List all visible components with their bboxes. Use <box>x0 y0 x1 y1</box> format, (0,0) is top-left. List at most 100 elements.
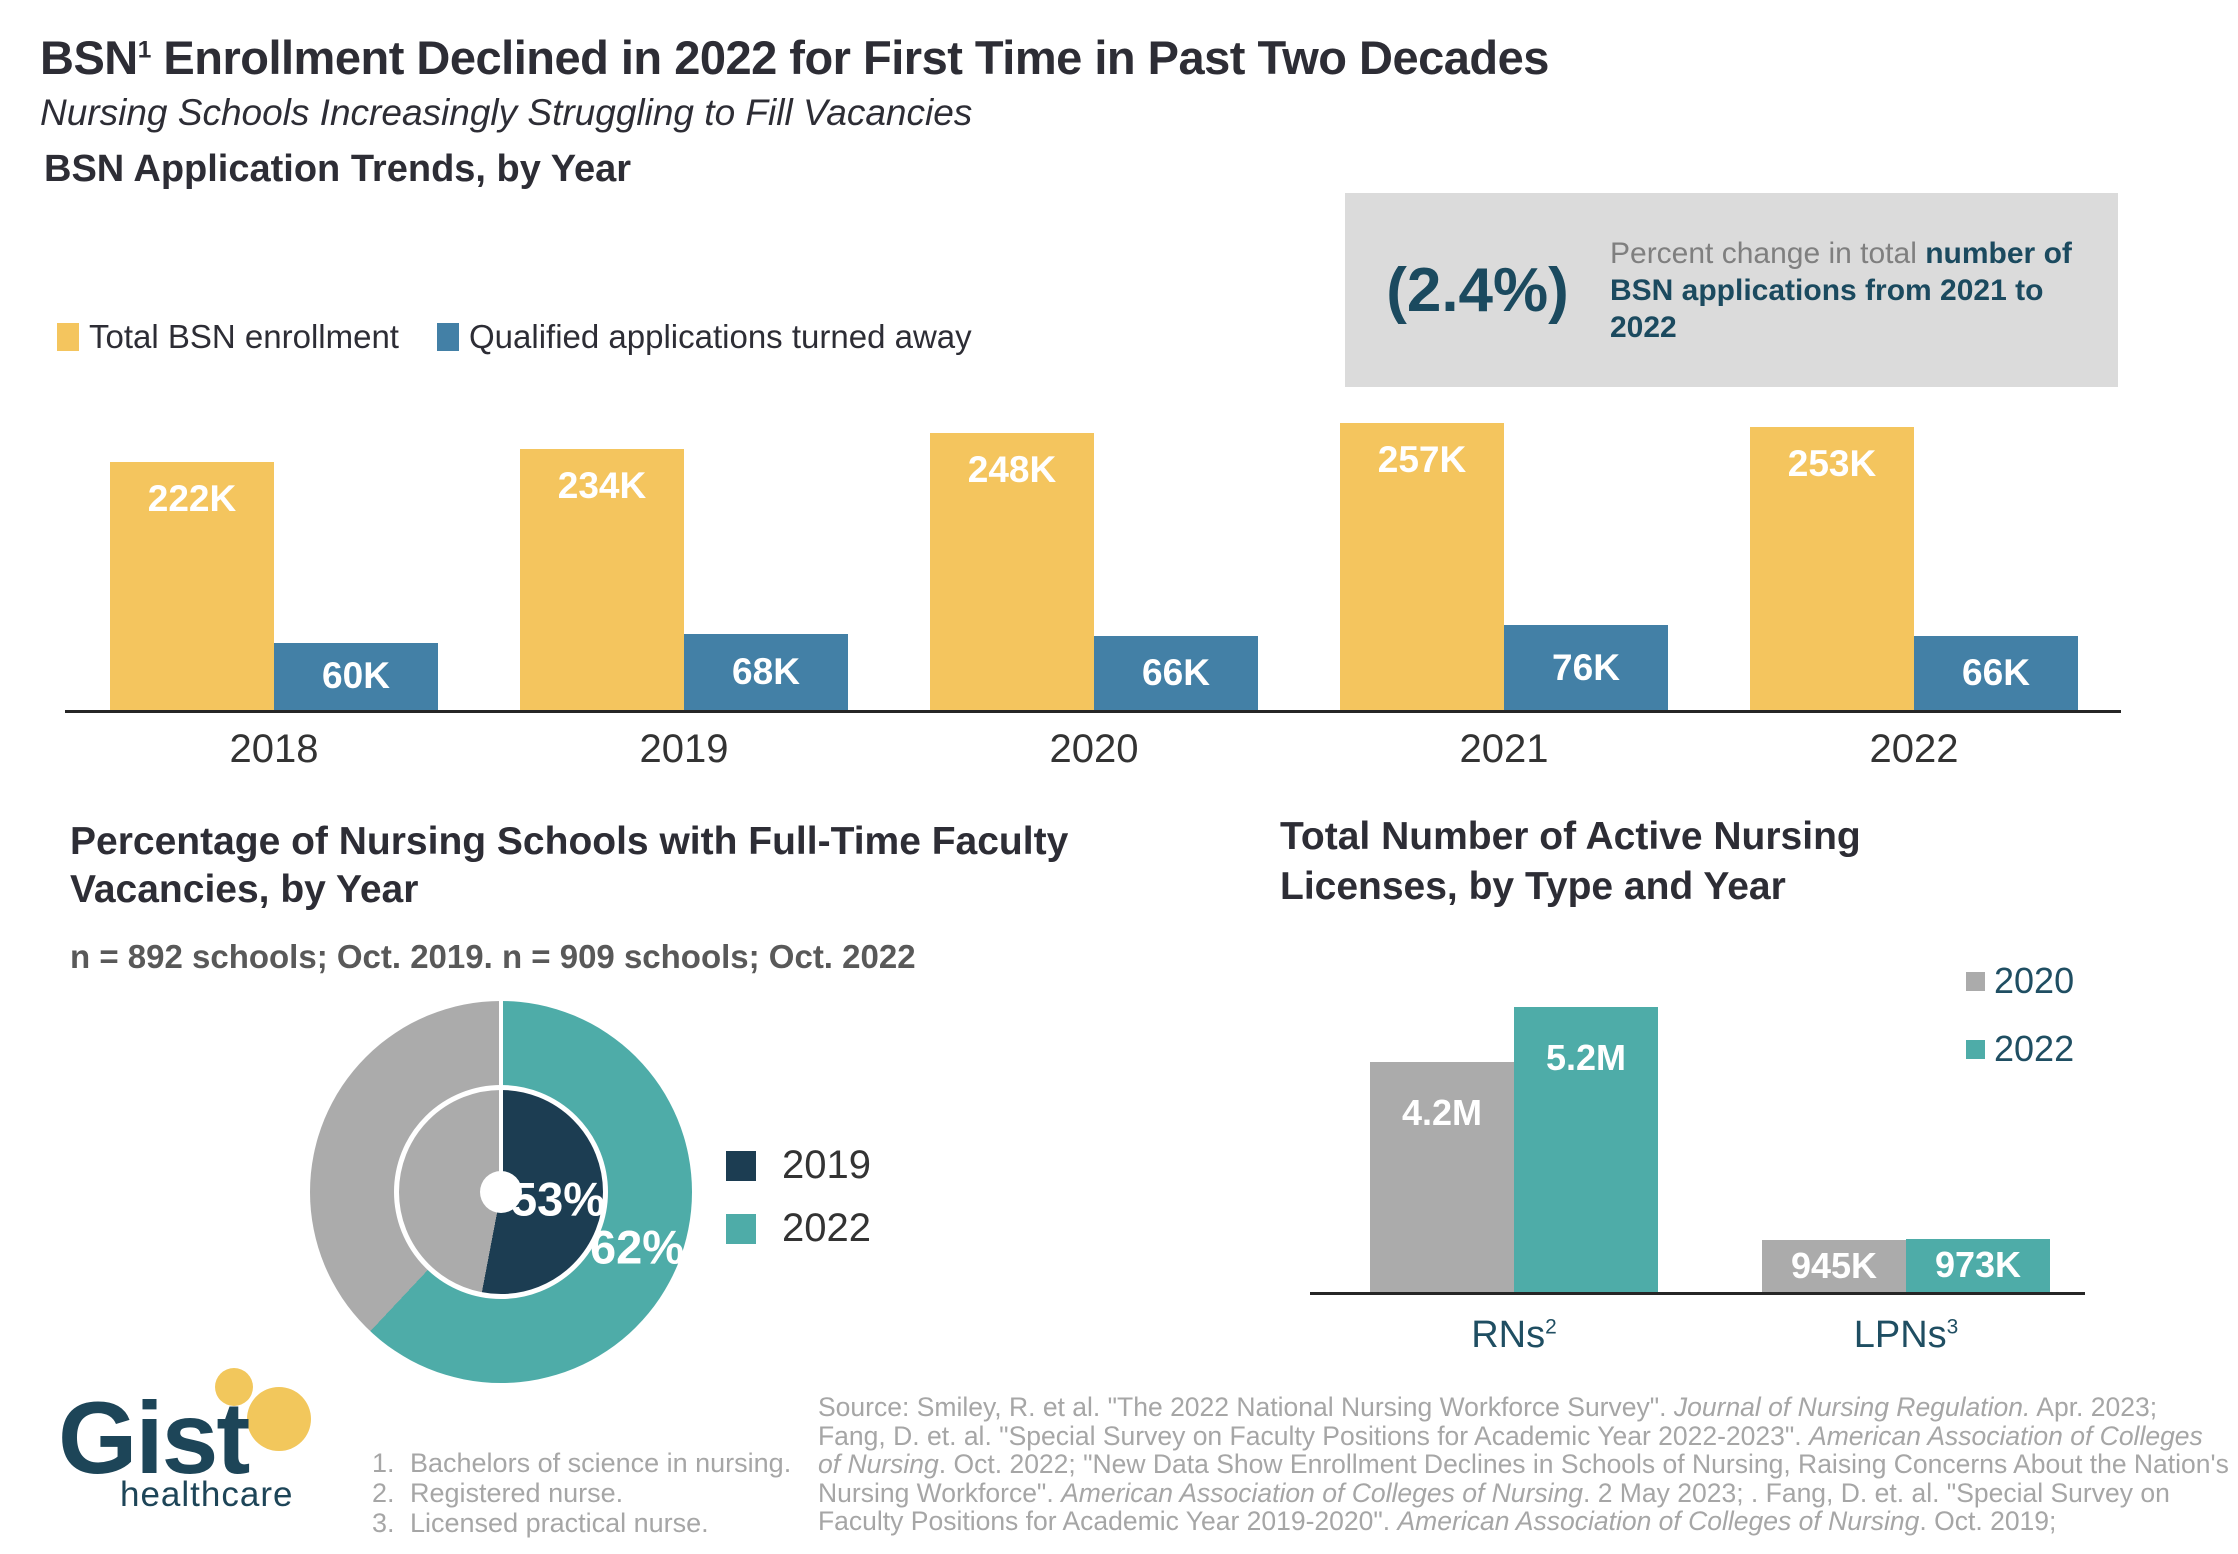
source-journal-name: American Association of Colleges of Nurs… <box>818 1420 2203 1479</box>
total-enrollment-swatch-icon <box>57 323 79 351</box>
page-title-rest: Enrollment Declined in 2022 for First Ti… <box>150 31 1549 84</box>
bar-value-label: 945K <box>1790 1245 1878 1287</box>
legend-label: Total BSN enrollment <box>89 318 399 355</box>
bar-value-label: 68K <box>732 651 800 693</box>
footnote-text: Bachelors of science in nursing. <box>410 1448 792 1478</box>
bar-2018-Total BSN enrollment: 222K <box>110 462 274 710</box>
bar-value-label: 234K <box>557 464 647 506</box>
category-label-2018: 2018 <box>229 727 319 771</box>
source-text: . Oct. 2022; "New Data Show Enrollment D… <box>818 1449 2229 1508</box>
logo-tagline: healthcare <box>120 1475 294 1514</box>
footnote-3: 3. Licensed practical nurse. <box>372 1508 791 1538</box>
category-label-RNs: RNs2 <box>1471 1314 1557 1356</box>
applications-x-axis-labels: 2018 2019 2020 2021 2022 <box>65 727 2121 772</box>
bar-2022-Qualified applications turned away: 66K <box>1914 636 2078 710</box>
callout-value: (2.4%) <box>1386 255 1569 325</box>
bar-2020-Total BSN enrollment: 248K <box>930 432 1094 710</box>
percent-change-callout: (2.4%) Percent change in total number of… <box>1345 193 2118 387</box>
bar-group-2018: 222K 60K <box>110 410 438 710</box>
category-label-2021: 2021 <box>1459 727 1549 771</box>
bar-2018-Qualified applications turned away: 60K <box>274 642 438 710</box>
bar-group-2022: 253K 66K <box>1750 410 2078 710</box>
bar-2021-Total BSN enrollment: 257K <box>1340 422 1504 710</box>
year-2019-swatch-icon <box>726 1150 756 1181</box>
source-text: Source: Smiley, R. et al. "The 2022 Nati… <box>818 1392 1674 1422</box>
logo-wordmark: Gist <box>58 1381 250 1495</box>
source-text: Apr. 2023; Fang, D. et. al. "Special Sur… <box>818 1392 2158 1451</box>
year-2022-swatch-icon <box>726 1213 756 1244</box>
page-subtitle: Nursing Schools Increasingly Struggling … <box>40 92 973 133</box>
bar-value-label: 76K <box>1552 646 1620 688</box>
bar-group-2021: 257K 76K <box>1340 410 1668 710</box>
gist-healthcare-logo: Gist healthcare <box>55 1362 375 1522</box>
legend-item-2022: 2022 <box>1966 1028 2074 1070</box>
applications-chart-legend: Total BSN enrollment Qualified applicati… <box>57 318 972 356</box>
bar-value-label: 973K <box>1934 1244 2022 1286</box>
licenses-chart-title: Total Number of Active Nursing Licenses,… <box>1280 815 1861 908</box>
category-label-2019: 2019 <box>639 727 729 771</box>
year-2022-swatch-icon <box>1966 1039 1985 1059</box>
footnotes: 1. Bachelors of science in nursing. 2. Regi… <box>372 1448 791 1538</box>
vacancies-sample-note: n = 892 schools; Oct. 2019. n = 909 scho… <box>70 938 916 975</box>
callout-description-bold: number of BSN applications from 2021 to … <box>1610 236 2072 344</box>
bar-value-label: 248K <box>967 448 1057 490</box>
source-journal-name: American Association of Colleges of Nurs… <box>1061 1477 1583 1508</box>
donut-seam-line <box>499 1001 503 1192</box>
bar-2020-Qualified applications turned away: 66K <box>1094 636 1258 710</box>
callout-description: Percent change in total number of BSN ap… <box>1610 235 2090 346</box>
legend-label: 2022 <box>1994 1028 2075 1069</box>
source-journal-name: Journal of Nursing Regulation. <box>1673 1392 2031 1422</box>
donut-center-hole <box>480 1171 522 1213</box>
category-footnote-marker: 3 <box>1946 1315 1959 1339</box>
footnote-number: 1. <box>372 1448 395 1478</box>
applications-chart-title: BSN Application Trends, by Year <box>44 148 632 190</box>
bar-2019-Qualified applications turned away: 68K <box>684 634 848 710</box>
footnote-number: 2. <box>372 1478 395 1508</box>
category-label-2022: 2022 <box>1869 727 1959 771</box>
bar-value-label: 253K <box>1787 443 1877 485</box>
bar-group-2019: 234K 68K <box>520 410 848 710</box>
bar-group-LPNs: 945K 973K <box>1762 1010 2050 1292</box>
vacancies-chart-title: Percentage of Nursing Schools with Full-… <box>70 820 1069 911</box>
category-footnote-marker: 2 <box>1545 1315 1557 1339</box>
vacancy-2022-value-label: 62% <box>589 1220 685 1274</box>
bar-LPNs-2022: 973K <box>1906 1238 2050 1292</box>
footnote-1: 1. Bachelors of science in nursing. <box>372 1448 791 1478</box>
bar-value-label: 66K <box>1962 652 2030 694</box>
bar-value-label: 4.2M <box>1401 1091 1483 1133</box>
page-title-prefix: BSN <box>40 31 138 84</box>
logo-circle-large-icon <box>247 1387 311 1451</box>
vacancies-legend: 2019 2022 <box>726 1143 871 1269</box>
category-label-2020: 2020 <box>1049 727 1139 771</box>
legend-item-2020: 2020 <box>1966 960 2074 1002</box>
source-text: . 2 May 2023; . Fang, D. et. al. "Specia… <box>818 1477 2170 1536</box>
bar-value-label: 5.2M <box>1545 1037 1627 1079</box>
legend-item-2019: 2019 <box>726 1143 871 1188</box>
callout-description-gray: Percent change in total <box>1610 236 1917 270</box>
year-2020-swatch-icon <box>1966 971 1985 991</box>
source-journal-name: American Association of Colleges of Nurs… <box>1397 1506 1920 1536</box>
legend-item-turned-away: Qualified applications turned away <box>436 318 972 356</box>
licenses-bar-chart: 4.2M 5.2M 945K 973K <box>1310 1007 2085 1295</box>
legend-label: Qualified applications turned away <box>468 318 972 355</box>
licenses-legend: 2020 2022 <box>1966 960 2074 1096</box>
vacancy-2019-value-label: 53% <box>510 1172 606 1226</box>
footnote-text: Registered nurse. <box>410 1478 624 1508</box>
bar-group-RNs: 4.2M 5.2M <box>1370 1007 1658 1292</box>
source-text: . Oct. 2019; <box>1919 1506 2057 1536</box>
bar-RNs-2020: 4.2M <box>1370 1061 1514 1292</box>
logo-circle-small-icon <box>215 1368 253 1406</box>
bar-value-label: 60K <box>322 655 390 697</box>
footnote-2: 2. Registered nurse. <box>372 1478 791 1508</box>
applications-bar-chart: 222K 60K 234K 68K 248K 66K 257K 76K 253K 66K <box>65 410 2121 713</box>
vacancies-donut-chart: 53% 62% <box>310 1001 692 1383</box>
bar-value-label: 222K <box>147 478 237 520</box>
bar-2019-Total BSN enrollment: 234K <box>520 448 684 710</box>
legend-label: 2022 <box>782 1206 871 1250</box>
licenses-x-axis-labels: RNs2 LPNs3 <box>1310 1314 2085 1357</box>
bar-2022-Total BSN enrollment: 253K <box>1750 427 1914 710</box>
category-label-LPNs: LPNs3 <box>1853 1314 1959 1356</box>
page-title: BSN1 Enrollment Declined in 2022 for Fir… <box>40 30 1549 85</box>
footnote-text: Licensed practical nurse. <box>410 1508 709 1538</box>
source-citation: Source: Smiley, R. et al. "The 2022 Nati… <box>818 1393 2232 1536</box>
